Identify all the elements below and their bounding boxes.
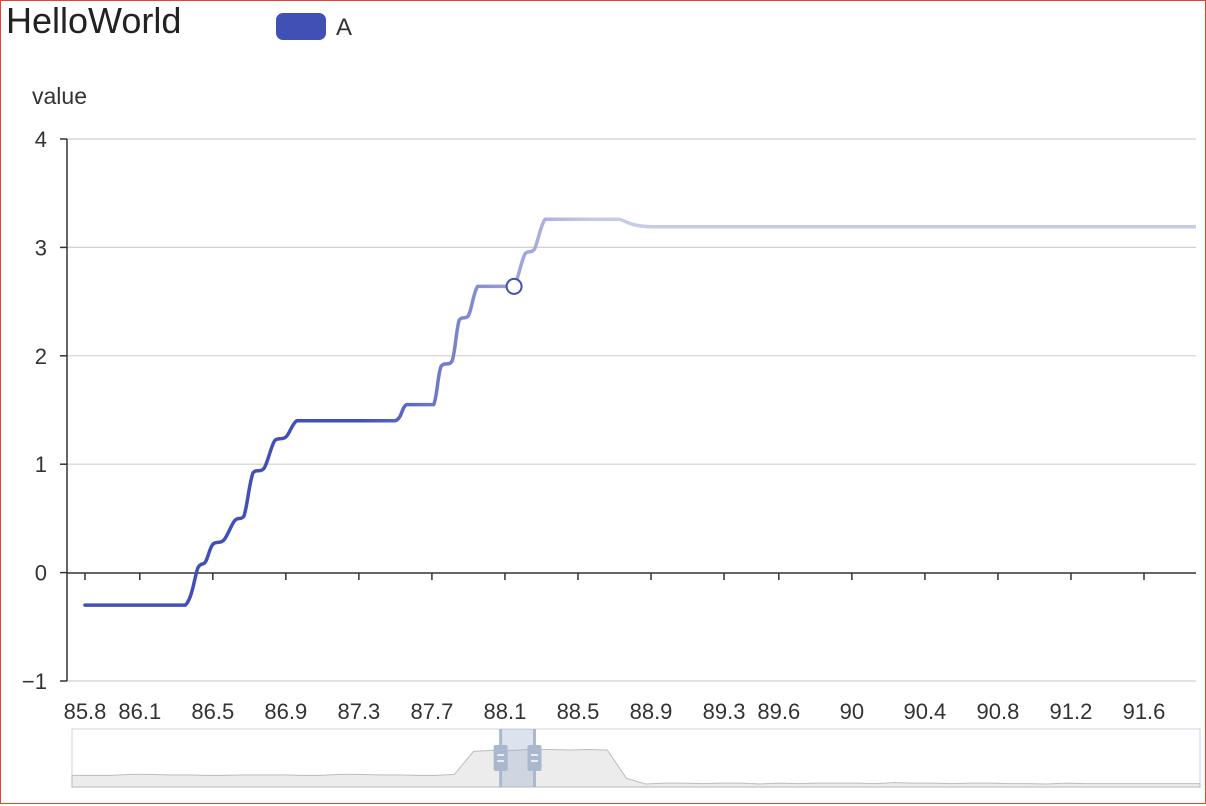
x-tick-label: 86.1 xyxy=(118,699,161,724)
datazoom-handle-end[interactable] xyxy=(527,729,542,787)
grid-lines xyxy=(67,138,1196,682)
x-tick-label: 91.6 xyxy=(1123,699,1166,724)
legend-swatch-a[interactable] xyxy=(276,13,326,40)
x-tick-label: 88.9 xyxy=(630,699,673,724)
y-axis-name: value xyxy=(32,83,87,109)
series-a xyxy=(83,217,1196,607)
x-tick-label: 88.1 xyxy=(484,699,527,724)
series-a-line xyxy=(83,217,1196,607)
legend-label-a[interactable]: A xyxy=(336,14,352,41)
x-tick-label: 91.2 xyxy=(1050,699,1093,724)
y-axis: 4 3 2 1 0 −1 xyxy=(22,127,68,694)
x-tick-label: 90.4 xyxy=(903,699,946,724)
y-tick-label: 1 xyxy=(35,452,47,477)
y-tick-label: 0 xyxy=(35,561,47,586)
y-tick-label: −1 xyxy=(22,669,47,694)
chart-title: HelloWorld xyxy=(6,0,181,41)
x-tick-label: 85.8 xyxy=(64,699,107,724)
datazoom-overview xyxy=(71,748,1201,788)
x-tick-label: 89.3 xyxy=(703,699,746,724)
y-tick-label: 4 xyxy=(35,127,47,152)
x-tick-label: 86.5 xyxy=(191,699,234,724)
data-zoom-slider[interactable] xyxy=(71,728,1201,788)
highlight-point[interactable] xyxy=(505,277,523,295)
x-tick-label: 88.5 xyxy=(557,699,600,724)
y-tick-label: 2 xyxy=(35,344,47,369)
x-tick-label: 87.7 xyxy=(410,699,453,724)
x-tick-label: 90.8 xyxy=(977,699,1020,724)
x-tick-label: 89.6 xyxy=(757,699,800,724)
x-axis: 85.8 86.1 86.5 86.9 87.3 87.7 88.1 88.5 88.9 89.3… xyxy=(64,572,1196,724)
x-tick-label: 87.3 xyxy=(337,699,380,724)
legend[interactable]: A xyxy=(276,13,352,41)
y-tick-label: 3 xyxy=(35,235,47,260)
x-tick-label: 90 xyxy=(840,699,864,724)
x-tick-label: 86.9 xyxy=(264,699,307,724)
datazoom-handle-start[interactable] xyxy=(493,729,508,787)
